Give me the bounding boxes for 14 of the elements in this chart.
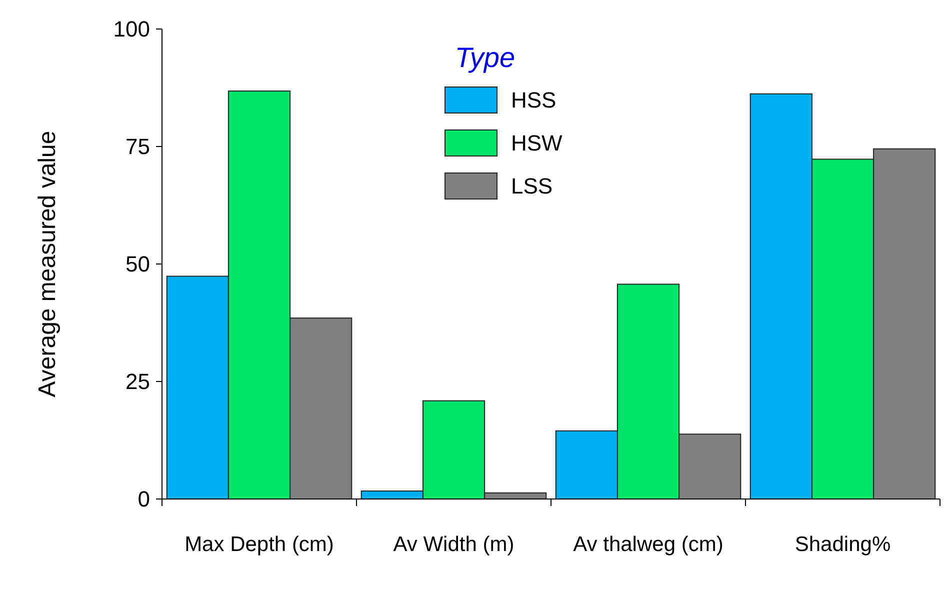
y-tick-label: 0 [138, 486, 150, 512]
x-tick-label: Max Depth (cm) [184, 533, 334, 556]
y-axis-title: Average measured value [34, 130, 61, 398]
x-tick-label: Shading% [794, 533, 891, 556]
legend-title: Type [454, 42, 516, 73]
y-tick-label: 25 [126, 369, 150, 394]
legend-label: LSS [511, 174, 553, 199]
y-tick-label: 100 [113, 16, 150, 42]
x-tick-label: Av Width (m) [393, 533, 514, 556]
x-tick-label: Av thalweg (cm) [573, 533, 724, 556]
y-tick-label: 50 [126, 252, 150, 277]
legend-label: HSS [511, 88, 556, 113]
legend-label: HSW [511, 130, 563, 156]
y-tick-label: 75 [126, 134, 150, 160]
